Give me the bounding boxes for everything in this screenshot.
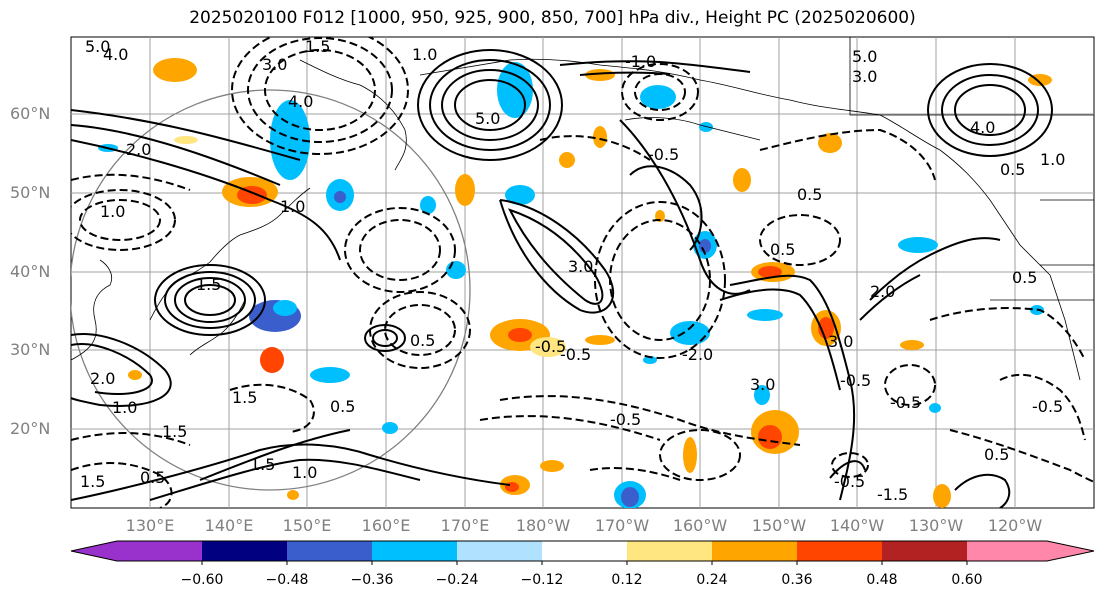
lon-label-170e: 170°E bbox=[440, 516, 490, 535]
contour-label: -0.5 bbox=[1032, 397, 1063, 416]
colorbar-tick-label: −0.48 bbox=[265, 572, 309, 588]
contour-label: 5.0 bbox=[85, 37, 110, 56]
lon-label-150e: 150°E bbox=[282, 516, 332, 535]
contour-label: -0.5 bbox=[610, 410, 641, 429]
contour-label: 1.0 bbox=[292, 463, 317, 482]
colorbar-tick-label: 0.60 bbox=[951, 572, 983, 588]
contour-label: 5.0 bbox=[852, 47, 877, 66]
contour-label: -0.5 bbox=[840, 371, 871, 390]
contour-label: -1.0 bbox=[625, 52, 656, 71]
contour-label: 0.5 bbox=[797, 185, 822, 204]
lat-label-60n: 60°N bbox=[10, 104, 51, 123]
lon-label-170w: 170°W bbox=[594, 516, 650, 535]
contour-label: 1.5 bbox=[80, 472, 105, 491]
contour-label: 1.0 bbox=[280, 197, 305, 216]
contour-label: 1.5 bbox=[250, 455, 275, 474]
contour-label: -0.5 bbox=[890, 393, 921, 412]
colorbar-extend-high bbox=[1047, 541, 1094, 561]
contour-label: 1.0 bbox=[412, 45, 437, 64]
contour-label: 5.0 bbox=[475, 109, 500, 128]
lon-label-160w: 160°W bbox=[672, 516, 728, 535]
lat-label-40n: 40°N bbox=[10, 262, 51, 281]
contour-label: 1.5 bbox=[162, 422, 187, 441]
contour-label: 1.0 bbox=[112, 398, 137, 417]
contour-label: 1.0 bbox=[100, 202, 125, 221]
contour-label: 1.0 bbox=[1040, 150, 1065, 169]
colorbar-tick-label: −0.12 bbox=[520, 572, 564, 588]
contour-label: 0.5 bbox=[1000, 160, 1025, 179]
colorbar-tick-label: −0.60 bbox=[180, 572, 224, 588]
contour-label: 2.0 bbox=[90, 369, 115, 388]
colorbar-tick-label: −0.24 bbox=[435, 572, 479, 588]
contour-label: 4.0 bbox=[970, 118, 995, 137]
height-contours-negative bbox=[71, 37, 1094, 508]
graticule bbox=[71, 37, 1094, 508]
colorbar-tick-label: 0.48 bbox=[866, 572, 898, 588]
lat-label-50n: 50°N bbox=[10, 183, 51, 202]
contour-label: 0.5 bbox=[1012, 268, 1037, 287]
colorbar-tick-label: 0.36 bbox=[781, 572, 813, 588]
colorbar-tick-label: 0.24 bbox=[696, 572, 728, 588]
contour-label: 3.0 bbox=[750, 375, 775, 394]
lat-label-20n: 20°N bbox=[10, 419, 51, 438]
contour-label: 2.0 bbox=[126, 140, 151, 159]
contour-label: 1.5 bbox=[305, 37, 330, 56]
contour-label: 0.5 bbox=[770, 240, 795, 259]
contour-label: -2.0 bbox=[682, 345, 713, 364]
contour-label: 3.0 bbox=[852, 67, 877, 86]
lon-label-140w: 140°W bbox=[829, 516, 885, 535]
contour-label: 2.0 bbox=[870, 282, 895, 301]
map-title: 2025020100 F012 [1000, 950, 925, 900, 85… bbox=[189, 8, 916, 28]
colorbar-extend-low bbox=[71, 541, 117, 561]
colorbar bbox=[70, 540, 1095, 565]
lon-label-140e: 140°E bbox=[204, 516, 254, 535]
lon-label-150w: 150°W bbox=[751, 516, 807, 535]
contour-label: 0.5 bbox=[330, 397, 355, 416]
contour-label: 4.0 bbox=[103, 45, 128, 64]
contour-label: -0.5 bbox=[834, 472, 865, 491]
lon-label-120w: 120°W bbox=[987, 516, 1043, 535]
contour-label: 3.0 bbox=[262, 55, 287, 74]
contour-label: 1.5 bbox=[232, 388, 257, 407]
contour-label: 0.5 bbox=[984, 445, 1009, 464]
colorbar-tick-label: 0.12 bbox=[611, 572, 643, 588]
contour-labels: 5.0 4.0 3.0 1.5 1.0 4.0 2.0 1.0 1.0 5.0 … bbox=[80, 37, 1065, 504]
contour-label: -0.5 bbox=[648, 145, 679, 164]
contour-label: -0.5 bbox=[535, 337, 566, 356]
lon-label-130e: 130°E bbox=[125, 516, 175, 535]
contour-label: 4.0 bbox=[288, 92, 313, 111]
contour-label: -0.5 bbox=[560, 345, 591, 364]
lon-label-130w: 130°W bbox=[908, 516, 964, 535]
colorbar-tick-label: −0.36 bbox=[350, 572, 394, 588]
lon-label-160e: 160°E bbox=[361, 516, 411, 535]
lon-label-180w: 180°W bbox=[515, 516, 571, 535]
contour-label: -1.5 bbox=[877, 485, 908, 504]
contour-label: 3.0 bbox=[828, 332, 853, 351]
contour-label: 3.0 bbox=[568, 257, 593, 276]
lat-label-30n: 30°N bbox=[10, 340, 51, 359]
range-circle bbox=[71, 89, 471, 491]
contour-label: 0.5 bbox=[140, 468, 165, 487]
contour-label: 0.5 bbox=[410, 331, 435, 350]
contour-label: 1.5 bbox=[196, 275, 221, 294]
height-contours-positive bbox=[71, 49, 1053, 508]
